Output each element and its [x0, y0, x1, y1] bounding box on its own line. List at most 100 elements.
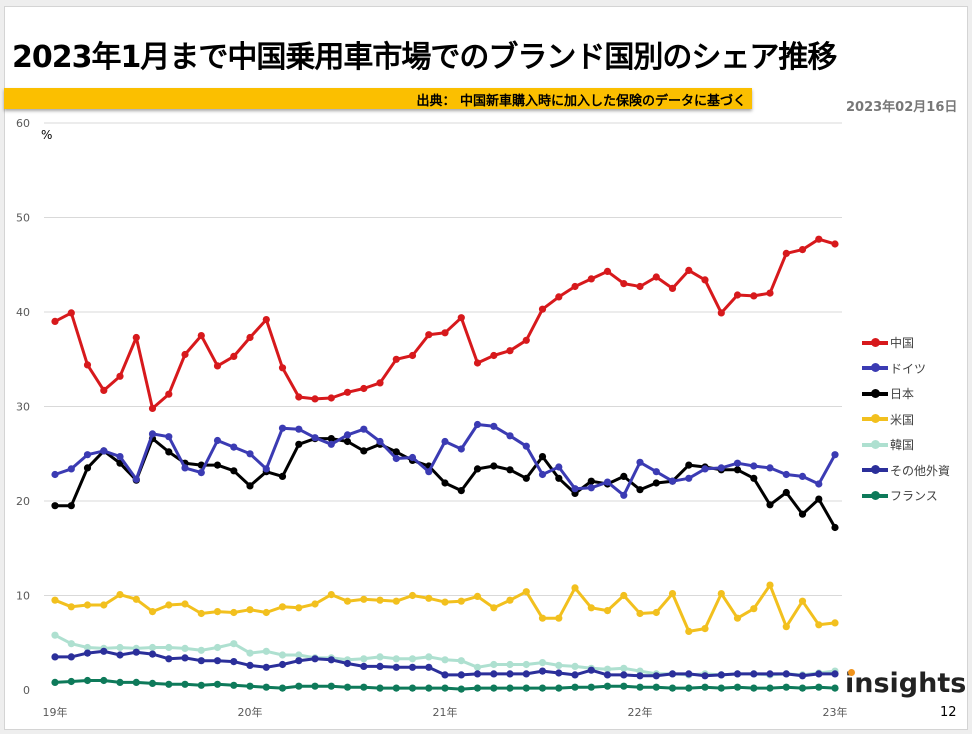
data-point-others [636, 672, 644, 680]
data-point-usa [668, 590, 677, 598]
data-point-china [506, 347, 514, 355]
data-point-germany [538, 470, 547, 479]
data-point-japan [733, 466, 742, 474]
data-point-usa [685, 627, 693, 636]
data-point-usa [83, 601, 92, 609]
data-point-france [490, 684, 498, 692]
data-point-china [425, 331, 433, 339]
data-point-usa [262, 608, 270, 617]
y-tick-label: 20 [16, 495, 30, 508]
data-point-usa [343, 597, 352, 605]
legend-swatch-icon [862, 490, 888, 500]
data-point-france [132, 678, 140, 687]
legend-item-china: 中国 [862, 330, 950, 356]
data-point-china [571, 282, 579, 291]
data-point-japan [457, 487, 465, 495]
data-point-others [408, 663, 417, 671]
data-point-china [246, 333, 254, 342]
data-point-france [376, 684, 384, 692]
data-point-others [425, 663, 433, 671]
data-point-japan [750, 474, 758, 482]
data-point-usa [230, 608, 238, 617]
legend-swatch-icon [862, 337, 888, 347]
data-point-germany [457, 445, 465, 453]
data-point-korea [197, 646, 205, 654]
data-point-japan [473, 465, 482, 473]
series-others [51, 647, 839, 680]
data-point-japan [278, 472, 287, 480]
data-point-france [798, 684, 807, 692]
data-point-france [116, 678, 124, 687]
data-point-japan [831, 523, 839, 532]
data-point-others [815, 670, 823, 678]
page-title: 2023年1月まで中国乗用車市場でのブランド国別のシェア推移 [12, 40, 837, 75]
data-point-germany [165, 433, 173, 441]
data-point-others [831, 670, 839, 678]
data-point-germany [652, 468, 660, 476]
data-point-usa [148, 608, 157, 616]
data-point-china [51, 317, 59, 325]
data-point-china [116, 372, 124, 380]
data-point-others [246, 661, 254, 670]
data-point-others [457, 671, 465, 679]
data-point-korea [83, 643, 92, 652]
data-point-usa [51, 596, 59, 604]
x-tick-label: 22年 [628, 705, 653, 719]
data-point-others [165, 655, 173, 663]
data-point-japan [51, 502, 59, 510]
data-point-germany [116, 453, 124, 461]
data-point-france [278, 684, 287, 692]
data-point-china [798, 246, 807, 254]
data-point-usa [360, 595, 368, 603]
data-point-germany [392, 454, 400, 463]
data-point-usa [197, 609, 205, 618]
data-point-germany [766, 464, 774, 472]
data-point-germany [230, 443, 238, 451]
data-point-usa [165, 601, 173, 609]
data-point-others [587, 666, 595, 674]
data-point-germany [360, 425, 368, 433]
data-point-germany [668, 477, 677, 485]
data-point-germany [262, 465, 270, 473]
legend-label: 米国 [890, 412, 915, 427]
data-point-japan [246, 482, 254, 490]
data-point-germany [473, 420, 482, 429]
data-point-germany [441, 437, 449, 446]
data-point-france [538, 684, 547, 692]
data-point-china [181, 350, 189, 359]
data-point-korea [51, 631, 59, 639]
data-point-germany [701, 465, 709, 473]
y-tick-label: 30 [16, 401, 30, 414]
data-point-japan [587, 477, 595, 485]
data-point-others [343, 659, 352, 668]
data-point-china [538, 305, 547, 313]
data-point-china [636, 282, 644, 291]
data-point-usa [750, 605, 758, 613]
legend-item-usa: 米国 [862, 407, 950, 433]
data-point-korea [425, 653, 433, 661]
x-tick-label: 20年 [238, 705, 263, 719]
data-point-usa [132, 595, 140, 603]
data-point-germany [83, 451, 92, 459]
data-point-korea [148, 643, 157, 652]
data-point-others [327, 656, 335, 664]
data-point-france [750, 684, 758, 692]
series-group [51, 235, 839, 693]
data-point-korea [360, 655, 368, 663]
data-point-china [148, 404, 157, 412]
data-point-japan [522, 474, 530, 482]
data-point-usa [831, 619, 839, 627]
data-point-germany [506, 432, 514, 440]
data-point-japan [652, 479, 660, 487]
data-point-japan [490, 462, 498, 470]
data-point-china [343, 388, 352, 396]
data-point-japan [327, 435, 335, 443]
data-point-korea [376, 653, 384, 661]
data-point-japan [213, 461, 222, 469]
data-point-china [100, 386, 108, 394]
data-point-japan [83, 464, 92, 472]
data-point-germany [278, 424, 287, 432]
data-point-korea [246, 649, 254, 657]
data-point-china [360, 384, 368, 393]
data-point-korea [165, 643, 173, 652]
